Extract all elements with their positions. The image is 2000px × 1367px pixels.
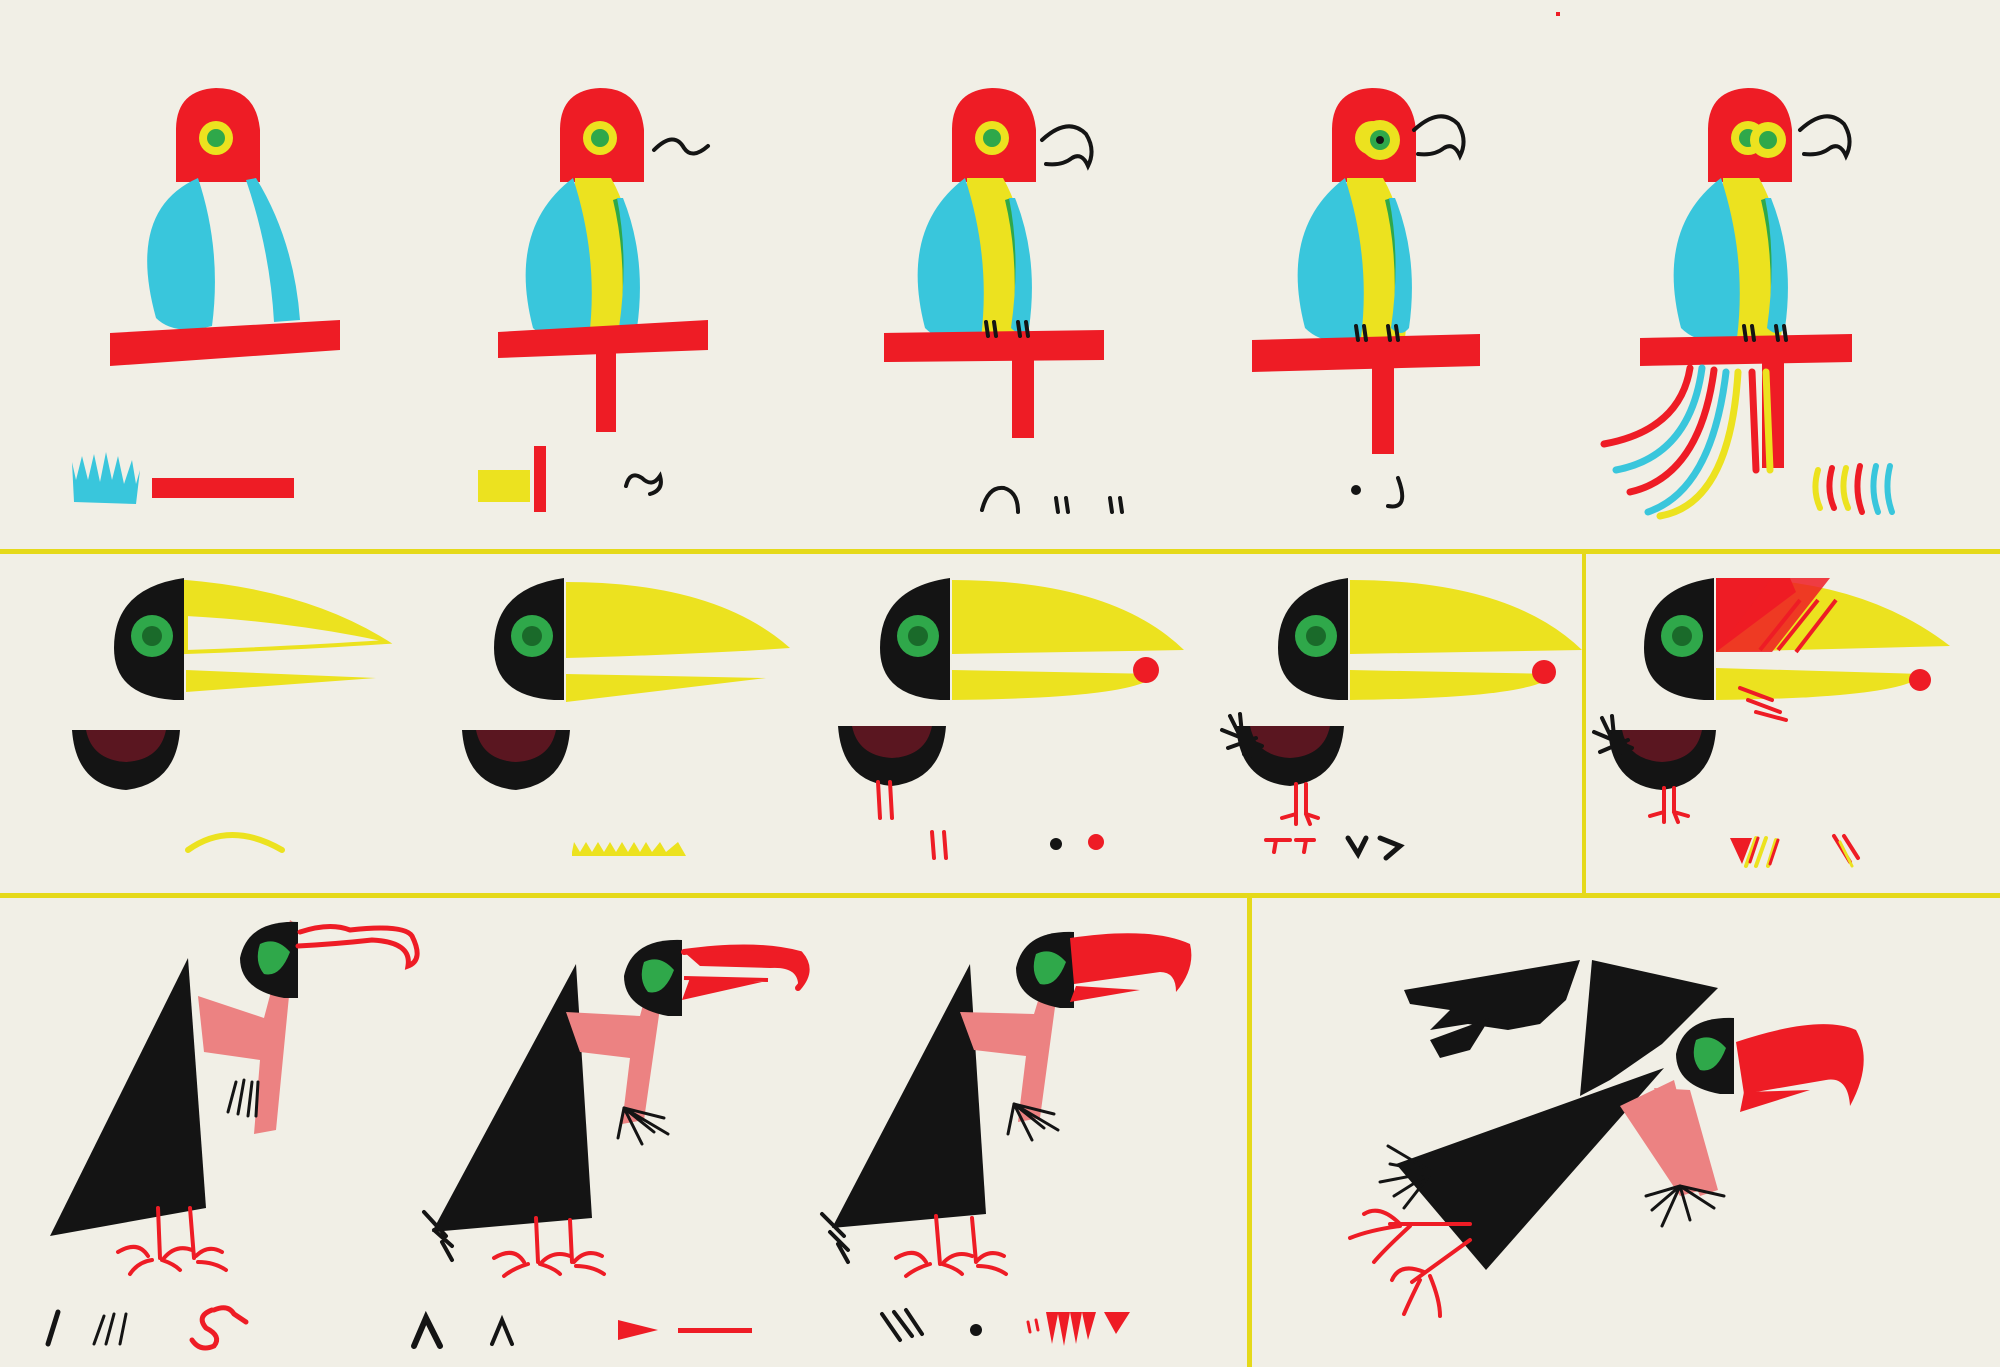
stroke-hint-ticks — [1054, 496, 1124, 514]
stroke-hint-s-curve — [189, 1305, 249, 1351]
stroke-hint-caret — [411, 1310, 443, 1349]
speck — [1556, 12, 1560, 16]
vulture-step-1 — [45, 920, 420, 1351]
toucan-step-2 — [462, 578, 790, 856]
stroke-hint-wedge-red — [618, 1320, 658, 1340]
stroke-hint-arc — [185, 832, 285, 853]
stroke-hint-red-post — [534, 446, 546, 512]
parrot-step-4 — [1252, 88, 1480, 509]
stroke-hint-curl — [624, 471, 663, 496]
stroke-hint-stripes — [1812, 463, 1895, 515]
stroke-hint-hatch — [880, 1308, 924, 1342]
vulture-body — [1396, 1068, 1664, 1270]
parrot-step-5 — [1600, 88, 1895, 520]
parrot-step-3 — [884, 88, 1124, 514]
stroke-hint-dot — [1351, 485, 1361, 495]
stroke-hint-dot-black — [1050, 838, 1062, 850]
parrot-row — [72, 88, 1895, 520]
toucan-step-4 — [1220, 578, 1582, 861]
vulture-step-2 — [411, 939, 810, 1349]
grid-dividers — [0, 12, 2000, 1367]
toucan-row — [72, 577, 1950, 868]
wing-right — [1580, 960, 1718, 1096]
toucan-step-5 — [1592, 577, 1950, 868]
toucan-step-3 — [838, 578, 1184, 860]
stroke-hint-arch — [980, 485, 1020, 514]
stroke-hint-yellow — [478, 470, 530, 502]
divider-toucan-final — [1582, 554, 1586, 893]
stroke-hint-wedge — [1730, 838, 1752, 864]
stroke-hint-zigzag — [572, 842, 686, 856]
divider-top — [0, 549, 2000, 554]
parrot-step-2 — [478, 88, 710, 512]
stroke-hint-cyan — [72, 452, 140, 504]
stroke-hint-hook — [1386, 476, 1405, 509]
stroke-hint-feet — [1264, 838, 1316, 854]
divider-vulture-final — [1247, 898, 1252, 1367]
toucan-step-1 — [72, 578, 388, 853]
divider-middle — [0, 893, 2000, 898]
stroke-hint-legs — [930, 830, 948, 860]
stroke-hint-slash — [45, 1309, 61, 1347]
vulture-step-4 — [1348, 960, 1864, 1318]
vulture-row — [45, 920, 1864, 1351]
parrot-step-1 — [72, 88, 340, 504]
stroke-hint-zigzag-red — [1046, 1312, 1096, 1346]
toucan-tail-spikes — [1220, 712, 1264, 758]
vulture-talons — [1348, 1208, 1472, 1318]
stroke-hint-red-bar — [152, 478, 294, 498]
stroke-hint-v — [1345, 835, 1369, 860]
wing-left — [1404, 960, 1580, 1030]
parrot-tail — [1600, 364, 1774, 520]
vulture-step-3 — [820, 931, 1192, 1346]
stroke-hint-dot-red — [1088, 834, 1104, 850]
